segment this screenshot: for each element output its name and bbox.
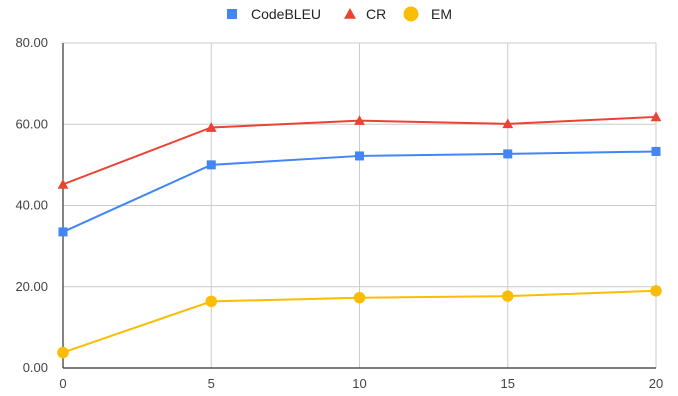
legend-label-cr: CR [366,6,386,22]
y-tick-label: 60.00 [15,116,48,131]
point-codebleu [651,146,661,156]
x-tick-label: 20 [649,376,663,391]
x-tick-label: 15 [501,376,515,391]
point-codebleu [206,160,216,170]
legend-marker-cr [344,8,356,19]
x-tick-label: 0 [59,376,66,391]
point-codebleu [355,151,364,161]
legend-marker-em [403,6,419,22]
point-cr [205,122,217,132]
point-em [205,295,217,308]
point-cr [650,111,662,122]
y-tick-label: 20.00 [15,279,48,294]
series-group [57,111,662,359]
x-tick-label: 5 [208,376,215,391]
x-tick-label: 10 [352,376,366,391]
legend-label-codebleu: CodeBLEU [251,6,321,22]
point-codebleu [58,227,68,237]
point-em [353,291,366,304]
legend-label-em: EM [431,6,452,22]
y-tick-label: 80.00 [15,35,48,50]
point-em [502,290,514,302]
point-em [650,285,662,297]
point-cr [354,115,365,125]
axes [62,43,656,369]
legend: CodeBLEU CR EM [227,6,452,22]
x-axis-ticks: 0 5 10 15 20 [59,376,663,391]
y-axis-ticks: 0.00 20.00 40.00 60.00 80.00 [15,35,48,375]
point-codebleu [503,149,513,159]
point-em [57,346,69,359]
grid-lines [63,42,657,368]
point-cr [57,178,69,189]
point-cr [502,118,514,129]
y-tick-label: 40.00 [15,198,48,213]
y-tick-label: 0.00 [23,360,48,375]
legend-marker-codebleu [227,9,237,19]
